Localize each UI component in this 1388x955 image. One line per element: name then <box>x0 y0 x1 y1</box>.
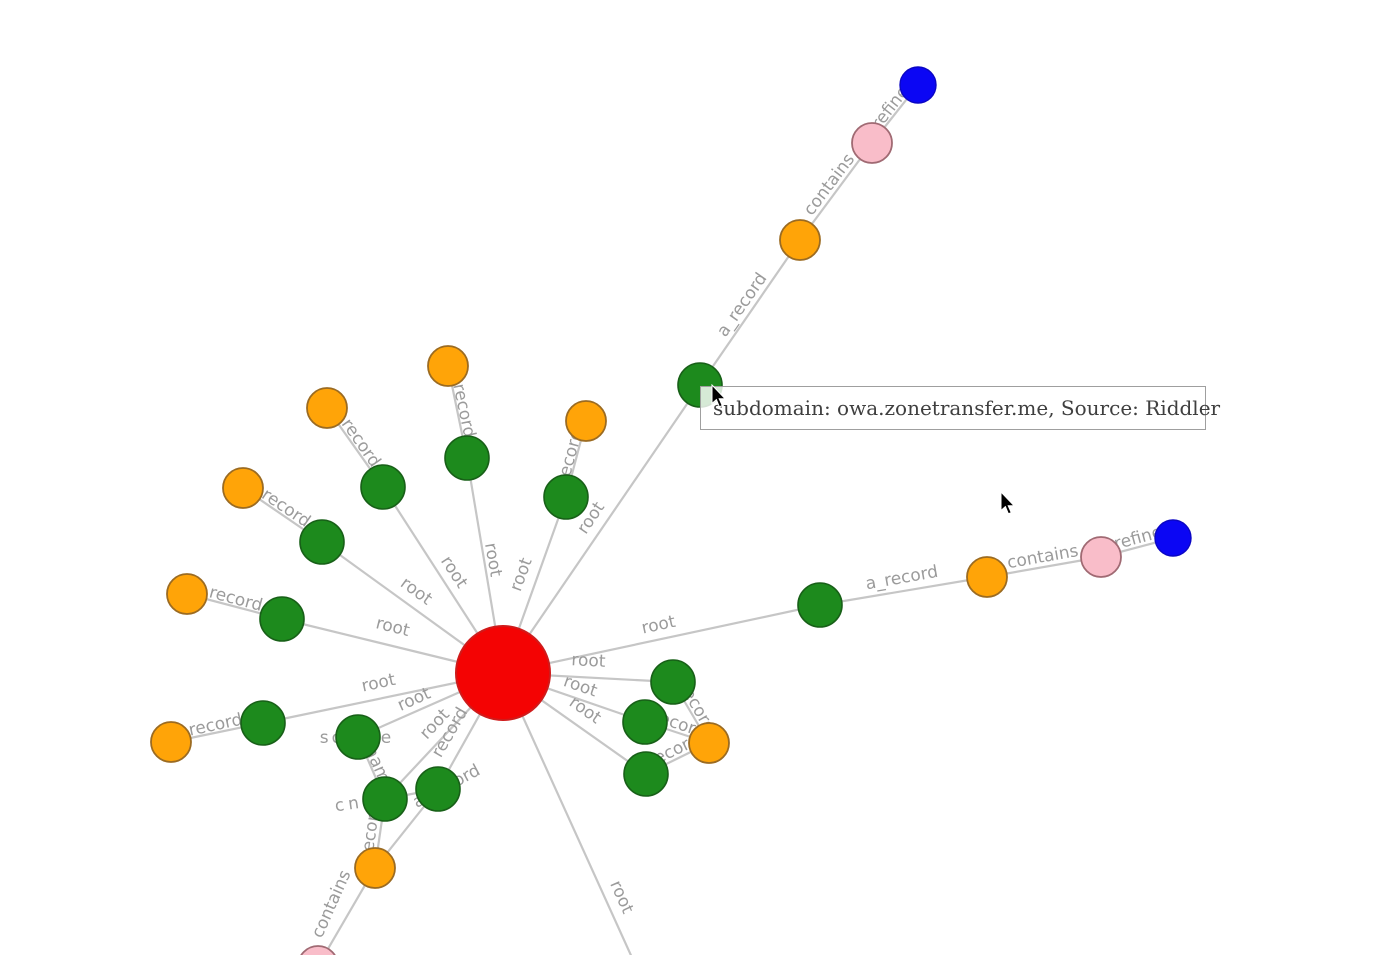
graph-node-green-g3[interactable] <box>360 464 406 510</box>
graph-node-orange-o10[interactable] <box>688 722 730 764</box>
edge-label-record: record <box>258 485 314 532</box>
graph-node-orange-o9[interactable] <box>966 556 1008 598</box>
graph-edge-g10-o8 <box>699 239 801 386</box>
graph-node-green-g13[interactable] <box>622 699 668 745</box>
edge-label-root: root <box>436 552 472 592</box>
graph-node-green-g12[interactable] <box>650 659 696 705</box>
graph-node-orange-o7[interactable] <box>354 847 396 889</box>
graph-node-green-g6[interactable] <box>240 700 286 746</box>
graph-node-blue-b2[interactable] <box>1154 519 1192 557</box>
graph-node-green-g5[interactable] <box>259 596 305 642</box>
graph-node-orange-o4[interactable] <box>222 467 264 509</box>
edge-label-root: root <box>571 650 606 672</box>
edge-label-contains: contains <box>1006 541 1080 573</box>
graph-edge-c-g11 <box>502 603 821 675</box>
graph-node-green-g9[interactable] <box>415 766 461 812</box>
graph-node-green-g7[interactable] <box>335 714 381 760</box>
graph-node-green-g4[interactable] <box>299 519 345 565</box>
graph-edge-c-end1 <box>501 672 633 955</box>
edge-label-record: record <box>187 710 244 741</box>
edge-label-record: record <box>207 583 265 616</box>
graph-node-green-g11[interactable] <box>797 582 843 628</box>
tooltip-text: subdomain: owa.zonetransfer.me, Source: … <box>713 396 1221 420</box>
edge-label-contains: contains <box>800 150 859 220</box>
graph-node-pink-p2[interactable] <box>1080 536 1122 578</box>
node-tooltip: subdomain: owa.zonetransfer.me, Source: … <box>700 386 1220 430</box>
edge-label-record: record <box>337 415 385 471</box>
graph-node-orange-o6[interactable] <box>150 721 192 763</box>
graph-node-orange-o1[interactable] <box>427 345 469 387</box>
edge-label-root: root <box>360 670 398 697</box>
edge-label-root: root <box>374 613 412 641</box>
graph-node-orange-o3[interactable] <box>306 387 348 429</box>
graph-node-green-g2[interactable] <box>543 474 589 520</box>
edge-label-record: record <box>448 382 479 439</box>
edge-label-a_record: a_record <box>713 269 771 340</box>
graph-node-pink-p3[interactable] <box>298 945 338 955</box>
edge-label-a_record: a_record <box>864 562 940 594</box>
graph-node-orange-o8[interactable] <box>779 219 821 261</box>
edge-label-root: root <box>480 541 506 578</box>
graph-node-blue-b1[interactable] <box>899 66 937 104</box>
edge-label-root: root <box>396 573 436 609</box>
graph-node-green-g8[interactable] <box>362 776 408 822</box>
graph-edge-c-g10 <box>502 384 701 674</box>
graph-node-red-c[interactable] <box>455 625 551 721</box>
graph-node-orange-o5[interactable] <box>166 573 208 615</box>
graph-node-green-g1[interactable] <box>444 435 490 481</box>
edge-label-root: root <box>506 555 537 594</box>
edge-label-contains: contains <box>308 867 356 941</box>
edge-label-root: root <box>640 612 678 639</box>
graph-node-orange-o2[interactable] <box>565 400 607 442</box>
graph-edge-g11-o9 <box>819 575 988 607</box>
graph-node-green-g14[interactable] <box>623 751 669 797</box>
graph-node-pink-p1[interactable] <box>851 122 893 164</box>
